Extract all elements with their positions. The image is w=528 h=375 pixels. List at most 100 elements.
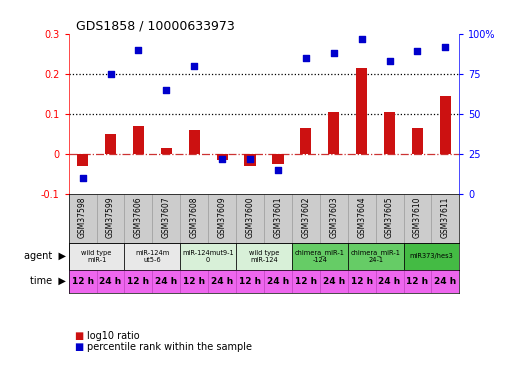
Bar [403,270,431,292]
Point [246,156,254,162]
Point [413,48,422,54]
Bar [125,195,153,243]
Bar [403,243,459,270]
Point [357,36,366,42]
Text: GSM37608: GSM37608 [190,197,199,238]
Bar [300,128,312,154]
Point [441,44,450,50]
Bar [69,195,97,243]
Bar [69,243,125,270]
Text: 12 h: 12 h [71,277,93,286]
Bar [431,270,459,292]
Point [78,176,87,181]
Bar [125,270,153,292]
Text: GSM37607: GSM37607 [162,197,171,238]
Text: GSM37604: GSM37604 [357,197,366,238]
Bar [403,195,431,243]
Point [329,50,338,56]
Text: miR373/hes3: miR373/hes3 [410,254,454,260]
Point [190,63,199,69]
Bar [356,68,367,154]
Text: 24 h: 24 h [211,277,233,286]
Text: GSM37600: GSM37600 [246,197,254,238]
Text: 24 h: 24 h [155,277,177,286]
Bar [264,270,292,292]
Text: wild type
miR-124: wild type miR-124 [249,250,279,263]
Text: GDS1858 / 10000633973: GDS1858 / 10000633973 [77,20,235,33]
Bar [133,126,144,154]
Bar [125,243,180,270]
Text: 24 h: 24 h [435,277,457,286]
Text: miR-124mut9-1
0: miR-124mut9-1 0 [182,250,234,263]
Bar [153,270,180,292]
Text: GSM37610: GSM37610 [413,197,422,238]
Bar [161,148,172,154]
Bar [216,154,228,160]
Text: 12 h: 12 h [239,277,261,286]
Text: 24 h: 24 h [379,277,401,286]
Point [106,71,115,77]
Point [274,167,282,173]
Text: chimera_miR-1
-124: chimera_miR-1 -124 [295,249,345,263]
Bar [320,270,348,292]
Bar [180,243,236,270]
Bar [440,96,451,154]
Text: GSM37609: GSM37609 [218,197,227,238]
Bar [292,270,320,292]
Text: GSM37605: GSM37605 [385,197,394,238]
Bar [69,270,97,292]
Bar [153,195,180,243]
Bar [348,195,375,243]
Bar [412,128,423,154]
Bar [208,195,236,243]
Bar [208,270,236,292]
Text: 12 h: 12 h [183,277,205,286]
Point [162,87,171,93]
Point [218,156,227,162]
Text: 24 h: 24 h [323,277,345,286]
Text: GSM37602: GSM37602 [301,197,310,238]
Bar [180,195,208,243]
Bar [244,154,256,166]
Text: GSM37598: GSM37598 [78,197,87,238]
Text: percentile rank within the sample: percentile rank within the sample [87,342,252,352]
Bar [272,154,284,164]
Text: agent  ▶: agent ▶ [24,251,66,261]
Bar [292,195,320,243]
Text: GSM37599: GSM37599 [106,197,115,238]
Text: GSM37603: GSM37603 [329,197,338,238]
Bar [236,270,264,292]
Bar [188,130,200,154]
Text: 12 h: 12 h [127,277,149,286]
Text: 24 h: 24 h [267,277,289,286]
Bar [105,134,116,154]
Text: miR-124m
ut5-6: miR-124m ut5-6 [135,250,169,263]
Bar [292,243,348,270]
Bar [320,195,348,243]
Text: GSM37606: GSM37606 [134,197,143,238]
Bar [431,195,459,243]
Point [385,58,394,64]
Bar [77,154,88,166]
Text: GSM37601: GSM37601 [274,197,282,238]
Bar [375,270,403,292]
Bar [375,195,403,243]
Bar [236,195,264,243]
Text: time  ▶: time ▶ [30,276,66,286]
Bar [97,270,125,292]
Text: ■: ■ [74,342,83,352]
Text: 12 h: 12 h [295,277,317,286]
Point [134,47,143,53]
Bar [348,270,375,292]
Text: log10 ratio: log10 ratio [87,331,140,340]
Bar [384,112,395,154]
Text: GSM37611: GSM37611 [441,197,450,238]
Point [301,55,310,61]
Text: chimera_miR-1
24-1: chimera_miR-1 24-1 [351,249,401,263]
Bar [180,270,208,292]
Text: 12 h: 12 h [407,277,429,286]
Bar [348,243,403,270]
Bar [236,243,292,270]
Text: 12 h: 12 h [351,277,373,286]
Bar [264,195,292,243]
